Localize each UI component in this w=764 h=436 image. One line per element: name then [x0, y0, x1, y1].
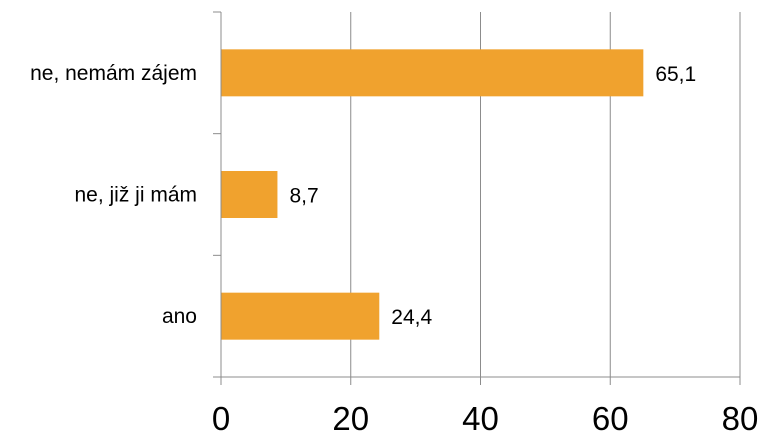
x-tick-label: 80	[722, 400, 759, 436]
bar-series	[221, 49, 644, 340]
data-label: 65,1	[655, 63, 696, 86]
category-label: ne, již ji mám	[74, 184, 197, 207]
category-label: ne, nemám zájem	[30, 62, 197, 85]
labels: 0 20 40 60 80 ne, nemám zájem 65,1 ne, již ji m…	[30, 62, 758, 436]
bar	[221, 292, 380, 340]
x-tick-label: 20	[332, 400, 369, 436]
data-label: 24,4	[391, 306, 432, 329]
category-label: ano	[162, 305, 197, 328]
bar	[221, 49, 644, 97]
bar	[221, 171, 278, 218]
x-tick-label: 40	[462, 400, 499, 436]
x-tick-label: 60	[592, 400, 629, 436]
axes	[213, 11, 741, 385]
x-tick-label: 0	[212, 400, 230, 436]
data-label: 8,7	[289, 185, 318, 208]
